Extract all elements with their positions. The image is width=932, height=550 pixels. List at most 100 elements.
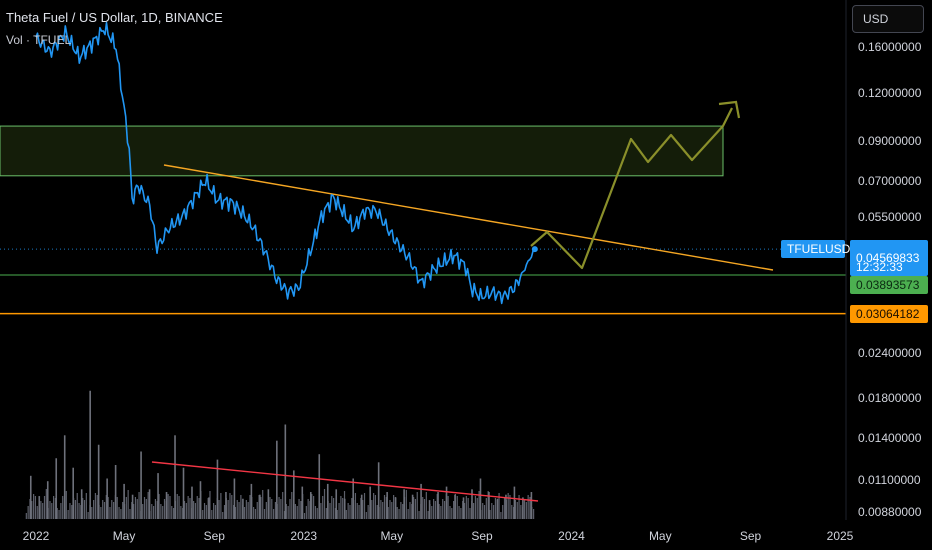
volume-bar: [45, 489, 47, 519]
volume-bar: [102, 500, 104, 519]
volume-bar: [474, 496, 477, 519]
volume-bar: [148, 489, 151, 519]
volume-bar: [382, 502, 384, 519]
volume-bar: [142, 504, 144, 519]
volume-bar: [469, 508, 471, 519]
volume-indicator-label[interactable]: Vol · TFUEL: [6, 33, 72, 47]
volume-bar: [380, 500, 382, 519]
volume-bar: [449, 506, 451, 519]
volume-bar: [180, 506, 182, 519]
volume-bar: [125, 497, 127, 519]
volume-bar: [434, 501, 437, 519]
volume-bar: [488, 492, 490, 519]
time-tick-label: May: [113, 529, 136, 543]
volume-bar: [440, 506, 442, 519]
volume-bar: [307, 499, 309, 519]
volume-bar: [78, 503, 80, 519]
volume-bar: [157, 473, 159, 519]
chart-title: Theta Fuel / US Dollar, 1D, BINANCE: [6, 10, 223, 25]
last-price-tag: 0.04569833: [850, 240, 928, 276]
volume-bar: [525, 502, 527, 519]
volume-bar: [220, 493, 222, 519]
orange-level-tag-text: 0.03064182: [856, 307, 920, 321]
volume-bar: [320, 503, 322, 519]
volume-bar: [36, 506, 38, 519]
volume-bar: [396, 507, 398, 519]
volume-bar: [54, 498, 57, 519]
volume-bar: [196, 496, 198, 519]
volume-bar: [347, 503, 349, 519]
volume-bar: [447, 496, 449, 519]
volume-bar: [343, 498, 346, 519]
volume-bar: [311, 494, 313, 519]
time-tick-label: 2024: [558, 529, 585, 543]
time-axis[interactable]: 2022 May Sep 2023 May Sep 2024 May Sep 2025: [23, 529, 854, 543]
volume-bar: [134, 497, 137, 519]
volume-bar: [389, 500, 391, 519]
volume-bar: [185, 503, 187, 519]
volume-bar: [323, 489, 326, 519]
volume-bar: [245, 500, 247, 519]
volume-bar: [176, 494, 178, 519]
volume-bar: [280, 499, 282, 519]
volume-bar: [242, 498, 244, 519]
volume-bar: [411, 494, 414, 519]
volume-bar: [393, 495, 395, 519]
volume-bar: [229, 493, 231, 519]
volume-bar: [385, 497, 387, 519]
volume-bar: [362, 500, 364, 519]
symbol-tag-text: TFUELUSD: [787, 242, 851, 256]
volume-bar: [256, 502, 258, 519]
volume-bar: [38, 496, 41, 519]
volume-trendline[interactable]: [151, 461, 539, 502]
volume-bar: [160, 504, 162, 519]
volume-bar: [93, 500, 95, 519]
volume-bar: [394, 497, 397, 519]
volume-bar: [387, 507, 389, 519]
volume-bar: [520, 505, 522, 519]
volume-bar: [65, 491, 67, 519]
volume-bar: [502, 505, 504, 519]
volume-bar: [427, 511, 429, 519]
countdown-text: 12:32:33: [856, 260, 903, 274]
volume-bar: [413, 497, 415, 519]
volume-bar: [376, 505, 378, 519]
volume-bar: [127, 490, 129, 519]
descending-trendline[interactable]: [163, 164, 774, 271]
volume-bar: [49, 501, 51, 519]
volume-bar: [462, 497, 465, 519]
volume-bar: [523, 500, 526, 519]
volume-bar: [173, 508, 175, 519]
volume-bar: [80, 489, 83, 519]
volume-bar: [360, 498, 362, 519]
volume-bar: [513, 507, 515, 519]
volume-bar: [58, 510, 60, 519]
volume-bar: [367, 505, 369, 519]
volume-bar: [258, 495, 260, 519]
volume-bar: [254, 509, 257, 519]
volume-bar: [114, 465, 117, 519]
volume-bar: [82, 498, 84, 519]
volume-bar: [211, 510, 213, 519]
volume-bar: [336, 510, 338, 519]
price-axis[interactable]: 0.16000000 0.12000000 0.09000000 0.07000000…: [858, 40, 922, 519]
volume-bar: [118, 507, 120, 519]
volume-bar: [284, 424, 287, 519]
volume-bar: [345, 510, 347, 519]
projection-path-line[interactable]: [530, 107, 733, 270]
currency-button[interactable]: USD: [852, 5, 924, 33]
volume-bar: [42, 503, 44, 519]
volume-bar: [25, 513, 27, 519]
volume-bar: [309, 501, 311, 519]
volume-bar: [274, 502, 277, 519]
volume-bar: [250, 483, 253, 519]
volume-bar: [374, 495, 377, 519]
volume-bar: [71, 505, 73, 519]
volume-bar: [222, 512, 224, 519]
volume-bar: [227, 500, 229, 519]
volume-bar: [360, 494, 363, 519]
volume-bar: [249, 495, 251, 519]
volume-bar: [325, 508, 327, 519]
volume-bar: [485, 498, 487, 519]
